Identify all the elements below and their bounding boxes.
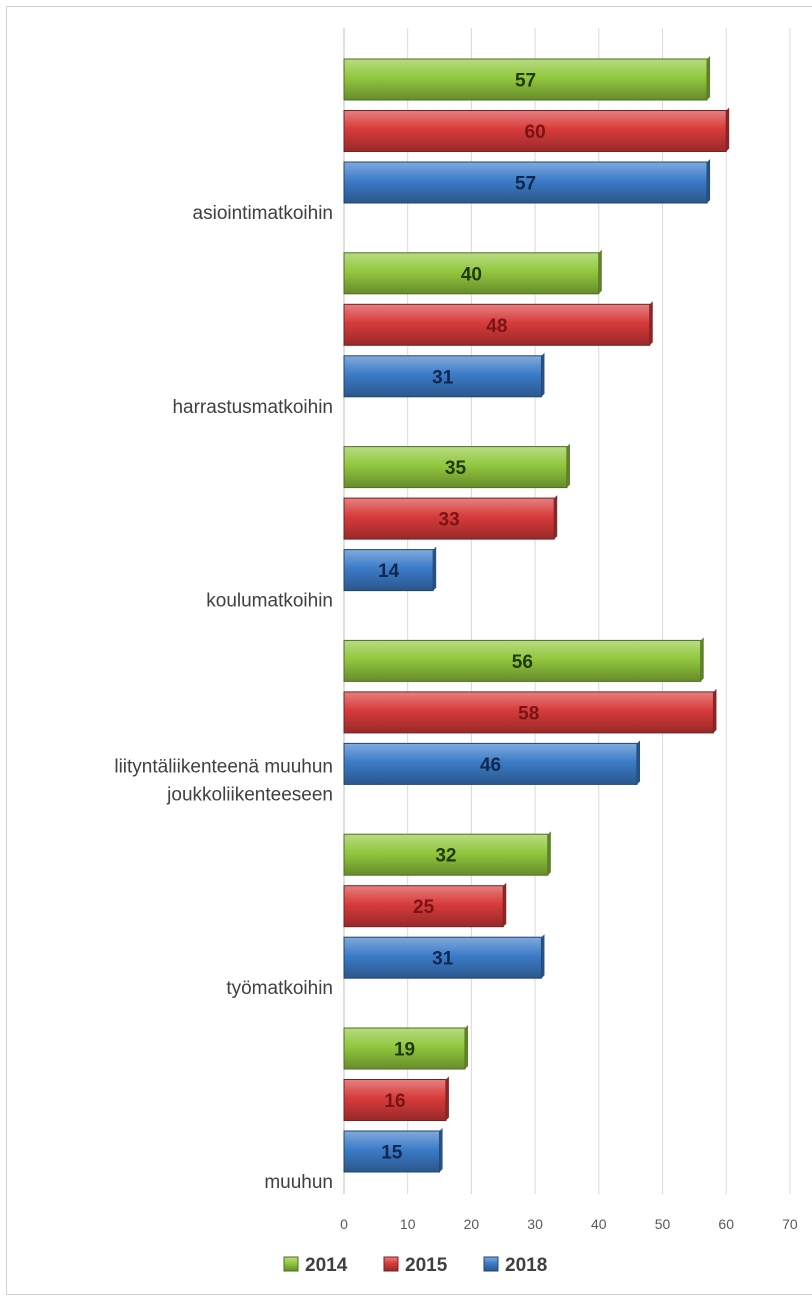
data-label: 15 <box>381 1143 403 1164</box>
data-label: 35 <box>445 458 467 479</box>
category-label: koulumatkoihin <box>206 591 333 612</box>
legend-label: 2015 <box>405 1255 448 1276</box>
bar-2018 <box>343 549 434 592</box>
gridlines <box>343 28 791 1194</box>
bar-edge <box>503 882 507 927</box>
bar-2015 <box>343 1079 447 1121</box>
data-label: 16 <box>384 1091 405 1112</box>
bar-2015 <box>343 303 651 346</box>
bar-2014 <box>343 58 708 101</box>
bar-2014 <box>343 833 549 876</box>
category-label: liityntäliikenteenä muuhun <box>114 756 333 777</box>
bar-edge <box>554 495 558 540</box>
bar-2014 <box>343 639 702 682</box>
x-tick-label: 60 <box>718 1216 734 1232</box>
category-label: harrastusmatkoihin <box>172 397 333 418</box>
bar-edge <box>465 1025 469 1069</box>
bar-2018 <box>343 355 542 398</box>
bar-2018 <box>343 1130 441 1173</box>
data-label: 60 <box>525 122 546 143</box>
category-labels: asiointimatkoihin harrastusmatkoihin koulu… <box>114 203 333 1193</box>
x-tick-label: 40 <box>591 1216 607 1232</box>
bars: 57 60 57 40 48 31 35 33 14 56 58 46 32 25 31 19 16 15 <box>343 56 730 1173</box>
x-tick-label: 50 <box>655 1216 671 1232</box>
bar-edge <box>547 831 551 876</box>
x-tick-label: 0 <box>340 1216 348 1232</box>
legend-label: 2018 <box>505 1255 547 1276</box>
bar-2015 <box>343 885 504 928</box>
data-label: 57 <box>515 71 536 92</box>
bar-edge <box>726 107 730 152</box>
bar-edge <box>707 56 711 100</box>
bar-2014 <box>343 252 600 295</box>
x-tick-label: 10 <box>400 1216 416 1232</box>
legend-label: 2014 <box>305 1255 348 1276</box>
bar-2014 <box>343 446 568 489</box>
legend: 2014 2015 2018 <box>283 1255 547 1276</box>
bar-edge <box>445 1076 449 1121</box>
legend-swatch-2014 <box>283 1256 299 1272</box>
bar-2015 <box>343 691 714 734</box>
bar-edge <box>700 637 704 682</box>
x-axis-tick-labels: 0 10 20 30 40 50 60 70 <box>340 1216 798 1232</box>
bar-edge <box>598 249 602 294</box>
data-label: 48 <box>486 316 507 337</box>
bar-2014 <box>343 1027 466 1070</box>
bar-2018 <box>343 161 708 204</box>
data-label: 32 <box>435 846 456 867</box>
bar-edge <box>713 688 717 733</box>
category-label: asiointimatkoihin <box>193 203 333 224</box>
data-label: 31 <box>432 367 454 388</box>
data-label: 56 <box>512 652 533 673</box>
x-tick-label: 20 <box>464 1216 480 1232</box>
bar-edge <box>707 159 711 203</box>
legend-swatch-2018 <box>483 1256 499 1272</box>
data-label: 46 <box>480 755 501 776</box>
bar-edge <box>541 352 545 397</box>
bar-edge <box>649 301 653 346</box>
data-label: 14 <box>378 561 400 582</box>
x-tick-label: 30 <box>527 1216 543 1232</box>
bar-2018 <box>343 742 638 785</box>
legend-swatch-2015 <box>383 1256 399 1272</box>
data-label: 31 <box>432 949 454 970</box>
category-label: joukkoliikenteeseen <box>166 784 333 805</box>
data-label: 40 <box>461 264 482 285</box>
bar-edge <box>541 934 545 979</box>
bar-edge <box>439 1128 443 1172</box>
data-label: 25 <box>413 897 435 918</box>
x-tick-label: 70 <box>782 1216 798 1232</box>
bar-edge <box>566 443 570 488</box>
data-label: 57 <box>515 174 536 195</box>
data-label: 33 <box>439 510 460 531</box>
bar-edge <box>433 546 437 591</box>
data-label: 19 <box>394 1040 415 1061</box>
bar-2018 <box>343 936 542 979</box>
bar-2015 <box>343 110 727 152</box>
category-label: työmatkoihin <box>226 978 333 999</box>
bar-edge <box>637 740 641 785</box>
category-label: muuhun <box>264 1172 333 1193</box>
data-label: 58 <box>518 703 539 724</box>
